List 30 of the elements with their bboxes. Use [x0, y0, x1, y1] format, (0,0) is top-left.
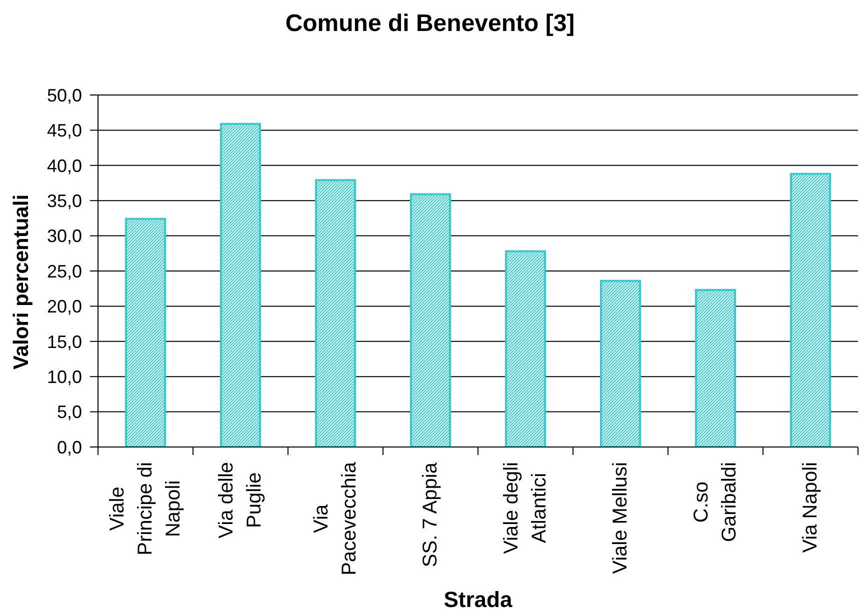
y-tick-label: 30,0	[46, 226, 82, 246]
x-axis-title: Strada	[442, 587, 514, 611]
bar	[220, 122, 261, 447]
y-tick-label: 45,0	[46, 120, 82, 141]
bar	[505, 250, 546, 447]
y-tick-label: 35,0	[46, 190, 82, 211]
x-tick-label: Viale Principe di Napoli	[106, 462, 184, 556]
x-tick-label: C.so Garibaldi	[690, 462, 740, 542]
y-tick-label: 0,0	[56, 437, 82, 458]
bar	[695, 289, 736, 447]
bar	[410, 193, 451, 447]
x-tick-label: Viale degli Atlantici	[500, 462, 550, 554]
y-tick-label: 5,0	[56, 402, 82, 422]
bar	[600, 280, 641, 447]
x-tick-label: Viale Mellusi	[610, 462, 632, 574]
x-tick-label: SS. 7 Appia	[420, 462, 442, 568]
y-axis-title: Valori percentuali	[10, 194, 33, 370]
y-tick-label: 25,0	[46, 261, 82, 282]
bar	[790, 172, 831, 447]
bar	[315, 179, 356, 447]
y-tick-label: 50,0	[46, 85, 82, 106]
y-tick-label: 10,0	[46, 366, 82, 387]
x-tick-label: Via Pacevecchia	[310, 461, 360, 576]
x-tick-label: Via delle Puglie	[216, 462, 266, 538]
bar	[125, 218, 166, 447]
y-tick-label: 20,0	[46, 296, 82, 317]
y-tick-label: 15,0	[46, 332, 82, 352]
chart-title: Comune di Benevento [3]	[284, 10, 576, 37]
y-tick-label: 40,0	[46, 156, 82, 176]
x-tick-label: Via Napoli	[800, 462, 822, 553]
